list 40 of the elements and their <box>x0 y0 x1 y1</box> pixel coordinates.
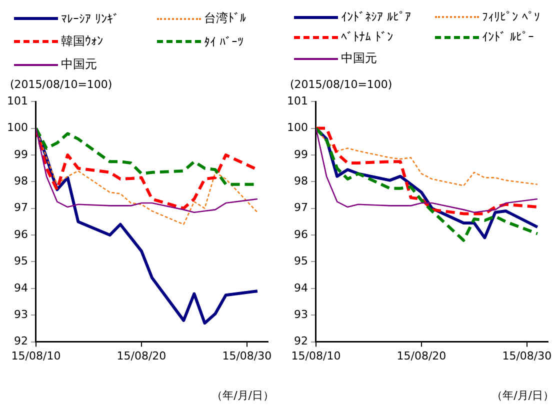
y-tick-label: 93 <box>14 308 28 321</box>
x-axis-title: （年/月/日） <box>212 388 274 403</box>
y-tick-label: 93 <box>294 308 308 321</box>
legend-label: ﾀｲ ﾊﾞｰﾂ <box>204 34 244 48</box>
y-tick-label: 96 <box>14 228 28 241</box>
legend-label: 中国元 <box>61 56 97 73</box>
x-tick-label: 15/08/30 <box>502 349 552 362</box>
y-tick-label: 94 <box>14 281 28 294</box>
x-tick-label: 15/08/20 <box>116 349 166 362</box>
y-tick-label: 95 <box>294 254 308 268</box>
legend-label: ﾏﾚｰｼｱ ﾘﾝｷﾞ <box>61 12 119 26</box>
x-axis-title: （年/月/日） <box>492 388 554 403</box>
y-tick-label: 95 <box>14 254 28 268</box>
x-tick-label: 15/08/10 <box>11 349 61 362</box>
y-tick-label: 100 <box>6 121 28 134</box>
y-axis-title: (2015/08/10=100) <box>10 78 112 91</box>
legend-label: ﾌｨﾘﾋﾟﾝ ﾍﾟｿ <box>482 10 540 24</box>
y-tick-label: 94 <box>294 281 308 294</box>
y-tick-label: 92 <box>294 334 308 348</box>
y-tick-label: 101 <box>286 94 308 108</box>
y-tick-label: 98 <box>14 174 28 188</box>
legend-label: ﾍﾞﾄﾅﾑ ﾄﾞﾝ <box>341 30 393 44</box>
y-axis-title: (2015/08/10=100) <box>290 78 392 91</box>
y-tick-label: 92 <box>14 334 28 348</box>
legend-label: ｲﾝﾄﾞ ﾙﾋﾟｰ <box>482 30 534 44</box>
y-tick-label: 99 <box>294 148 308 161</box>
y-tick-label: 100 <box>286 121 308 134</box>
legend-label: ｲﾝﾄﾞﾈｼｱ ﾙﾋﾟｱ <box>341 10 411 24</box>
x-tick-label: 15/08/10 <box>291 349 341 362</box>
y-tick-label: 96 <box>294 228 308 241</box>
y-tick-label: 97 <box>294 201 308 214</box>
x-tick-label: 15/08/20 <box>396 349 446 362</box>
y-tick-label: 97 <box>14 201 28 214</box>
legend-label: 台湾ﾄﾞﾙ <box>204 10 246 27</box>
y-tick-label: 99 <box>14 148 28 161</box>
legend-label: 中国元 <box>341 50 377 67</box>
y-tick-label: 101 <box>6 94 28 108</box>
y-tick-label: 98 <box>294 174 308 188</box>
x-tick-label: 15/08/30 <box>222 349 272 362</box>
legend-label: 韓国ｳｫﾝ <box>61 33 103 50</box>
